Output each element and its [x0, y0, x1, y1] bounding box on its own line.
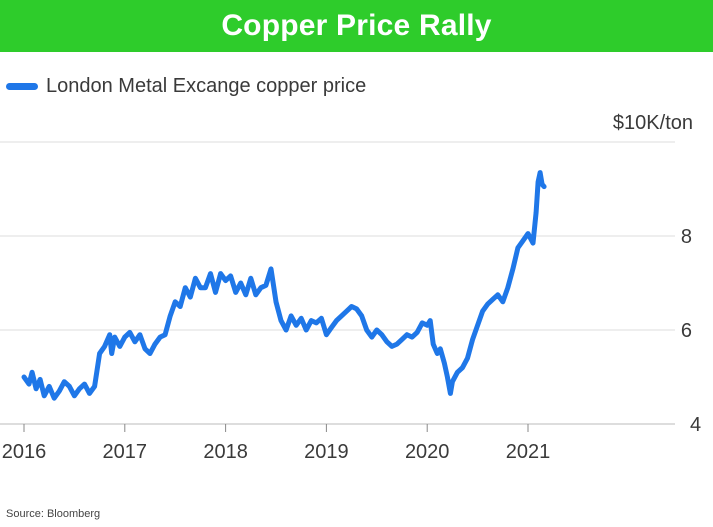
- x-tick-label: 2019: [304, 441, 349, 463]
- title-bar: Copper Price Rally: [0, 0, 713, 52]
- legend-swatch: [6, 82, 38, 90]
- x-tick-label: 2017: [103, 441, 148, 463]
- chart-title: Copper Price Rally: [221, 9, 492, 42]
- legend: London Metal Excange copper price: [6, 72, 366, 100]
- legend-label: London Metal Excange copper price: [46, 74, 367, 97]
- y-tick-label: 8: [681, 226, 692, 248]
- series-line-0: [21, 170, 547, 401]
- y-tick-label: 6: [681, 320, 692, 342]
- source-note: Source: Bloomberg: [6, 508, 101, 520]
- x-tick-label: 2021: [506, 441, 551, 463]
- x-tick-label: 2020: [405, 441, 450, 463]
- x-tick-label: 2016: [2, 441, 47, 463]
- y-axis-unit-label: $10K/ton: [612, 112, 693, 134]
- x-tick-label: 2018: [203, 441, 248, 463]
- y-tick-label: 4: [690, 414, 701, 436]
